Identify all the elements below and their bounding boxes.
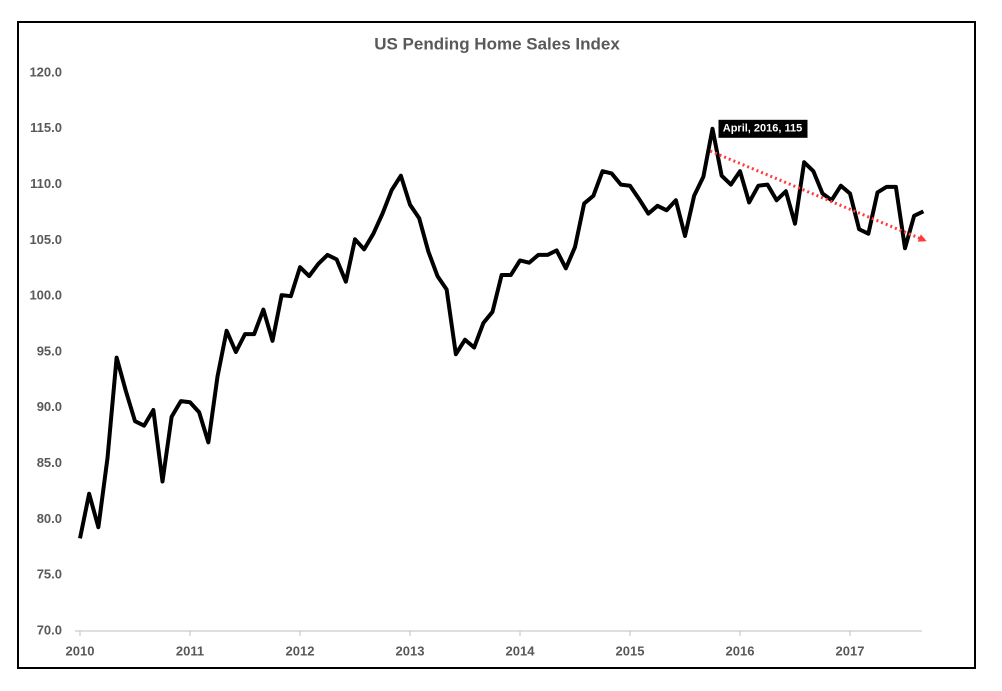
y-tick-label: 100.0: [29, 288, 62, 303]
y-tick-label: 115.0: [30, 120, 62, 135]
x-tick-label: 2014: [506, 643, 536, 658]
y-tick-label: 90.0: [37, 399, 62, 414]
x-tick-label: 2010: [66, 643, 95, 658]
x-tick-label: 2016: [726, 643, 755, 658]
y-tick-label: 105.0: [29, 232, 62, 247]
y-tick-label: 80.0: [37, 511, 62, 526]
chart-title: US Pending Home Sales Index: [374, 34, 620, 53]
y-tick-label: 75.0: [37, 567, 62, 582]
y-tick-label: 85.0: [37, 455, 62, 470]
y-tick-label: 70.0: [37, 622, 62, 637]
annotation-box: [718, 119, 808, 138]
line-series: [78, 126, 925, 539]
y-tick-label: 120.0: [29, 64, 62, 79]
trend-arrow: [709, 149, 927, 242]
y-tick-label: 110.0: [30, 176, 62, 191]
x-tick-label: 2017: [836, 643, 865, 658]
annotation: April, 2016, 115: [723, 123, 803, 135]
chart-frame: [17, 21, 976, 669]
x-tick-label: 2012: [286, 643, 315, 658]
x-tick-label: 2015: [616, 643, 645, 658]
y-tick-label: 95.0: [37, 343, 62, 358]
x-tick-label: 2013: [396, 643, 425, 658]
x-tick-label: 2011: [176, 643, 204, 658]
